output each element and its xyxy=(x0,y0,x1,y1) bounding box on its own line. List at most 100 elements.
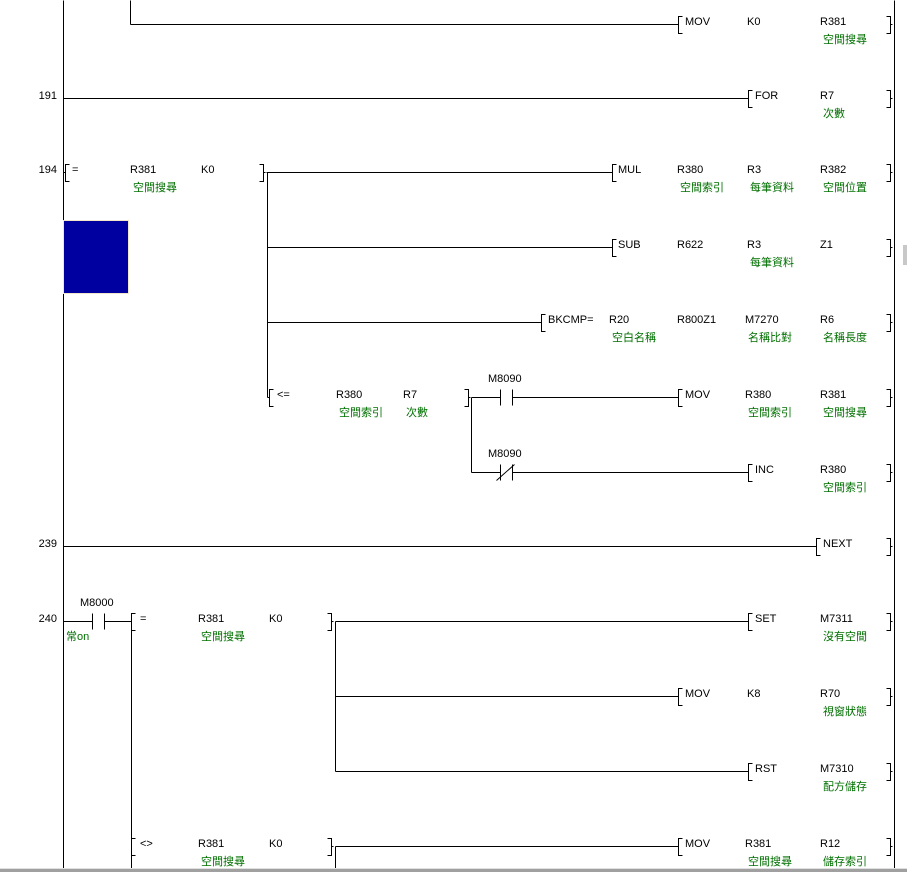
mov-instruction-right-bracket xyxy=(886,389,891,407)
compare-less-equal-operand: R380 xyxy=(336,389,363,401)
compare-less-equal-right-bracket xyxy=(464,389,469,407)
bkcmp-instruction-operand: R6 xyxy=(820,314,835,326)
mov-instruction-operand: R381 xyxy=(820,16,847,28)
sub-instruction-operand: Z1 xyxy=(820,239,833,251)
for-instruction-operand: R7 xyxy=(820,90,835,102)
inc-instruction-operand-comment: 空間索引 xyxy=(823,482,867,494)
mov-instruction-operand-comment: 視窗狀態 xyxy=(823,706,867,718)
compare-less-equal-left-bracket xyxy=(269,389,274,407)
mov-instruction-operand-comment: 空間索引 xyxy=(748,407,792,419)
rst-instruction-opcode: RST xyxy=(755,763,777,775)
compare-not-equal-operand-comment: 空間搜尋 xyxy=(201,856,245,868)
set-instruction-opcode: SET xyxy=(755,613,777,625)
mov-instruction-opcode: MOV xyxy=(685,16,711,28)
rst-instruction-operand: M7310 xyxy=(820,763,854,775)
compare-not-equal-operand: K0 xyxy=(269,838,283,850)
compare-less-equal-operand: R7 xyxy=(403,389,418,401)
rst-instruction-left-bracket xyxy=(748,763,753,781)
contact-slash xyxy=(496,464,515,481)
bkcmp-instruction-operand: M7270 xyxy=(745,314,779,326)
for-instruction-opcode: FOR xyxy=(755,90,779,102)
compare-less-equal-operand-comment: 次數 xyxy=(406,407,428,419)
mul-instruction-operand: R382 xyxy=(820,164,847,176)
bkcmp-instruction-left-bracket xyxy=(541,314,546,332)
mov-instruction-operand-comment: 空間搜尋 xyxy=(823,34,867,46)
for-instruction-right-bracket xyxy=(886,90,891,108)
vertical-scrollbar-thumb[interactable] xyxy=(903,245,907,265)
mov-instruction-opcode: MOV xyxy=(685,389,711,401)
next-instruction-opcode: NEXT xyxy=(823,538,853,550)
mov-instruction-left-bracket xyxy=(678,838,683,856)
next-instruction-left-bracket xyxy=(816,538,821,556)
mov-instruction-operand: K8 xyxy=(747,688,761,700)
mov-instruction-right-bracket xyxy=(886,16,891,34)
mov-instruction-operand: R12 xyxy=(820,838,841,850)
inc-instruction-operand: R380 xyxy=(820,464,847,476)
compare-equal-operand: R381 xyxy=(198,613,225,625)
mov-instruction-operand: R70 xyxy=(820,688,841,700)
mov-instruction-left-bracket xyxy=(678,688,683,706)
compare-not-equal-opcode: <> xyxy=(140,838,153,850)
sub-instruction-operand-comment: 每筆資料 xyxy=(750,257,794,269)
mov-instruction-operand-comment: 空間搜尋 xyxy=(823,407,867,419)
mov-instruction-opcode: MOV xyxy=(685,688,711,700)
mov-instruction-operand: K0 xyxy=(747,16,761,28)
compare-equal-right-bracket xyxy=(259,164,264,182)
mov-instruction-operand: R381 xyxy=(745,838,772,850)
compare-less-equal-operand-comment: 空間索引 xyxy=(339,407,383,419)
set-instruction-left-bracket xyxy=(748,613,753,631)
bkcmp-instruction-operand: R800Z1 xyxy=(677,314,717,326)
mul-instruction-right-bracket xyxy=(886,164,891,182)
step-number: 240 xyxy=(38,613,57,625)
sub-instruction-right-bracket xyxy=(886,239,891,257)
bkcmp-instruction-operand-comment: 名稱長度 xyxy=(823,332,867,344)
no-contact-label: M8000 xyxy=(80,597,114,609)
nc-contact-label: M8090 xyxy=(488,448,522,460)
compare-less-equal-opcode: <= xyxy=(277,389,290,401)
horizontal-scrollbar[interactable] xyxy=(0,868,907,872)
sub-instruction-opcode: SUB xyxy=(618,239,641,251)
compare-equal-left-bracket xyxy=(65,164,70,182)
step-number: 191 xyxy=(38,90,57,102)
inc-instruction-right-bracket xyxy=(886,464,891,482)
mul-instruction-operand-comment: 每筆資料 xyxy=(750,182,794,194)
compare-equal-left-bracket xyxy=(131,613,136,631)
rst-instruction-right-bracket xyxy=(886,763,891,781)
bkcmp-instruction-operand: R20 xyxy=(609,314,630,326)
step-number: 194 xyxy=(38,164,57,176)
for-instruction-operand-comment: 次數 xyxy=(823,108,845,120)
mul-instruction-operand-comment: 空間位置 xyxy=(823,182,867,194)
selection-cursor[interactable] xyxy=(63,220,129,294)
compare-equal-operand: K0 xyxy=(201,164,215,176)
bkcmp-instruction-operand-comment: 名稱比對 xyxy=(748,332,792,344)
no-contact-label: M8090 xyxy=(488,373,522,385)
mov-instruction-left-bracket xyxy=(678,16,683,34)
set-instruction-operand-comment: 沒有空間 xyxy=(823,631,867,643)
compare-equal-opcode: = xyxy=(140,613,147,625)
mov-instruction-operand: R381 xyxy=(820,389,847,401)
mul-instruction-operand-comment: 空間索引 xyxy=(680,182,724,194)
mov-instruction-operand-comment: 儲存索引 xyxy=(823,856,867,868)
mul-instruction-opcode: MUL xyxy=(618,164,642,176)
sub-instruction-left-bracket xyxy=(612,239,617,257)
mul-instruction-operand: R380 xyxy=(677,164,704,176)
mov-instruction-operand-comment: 空間搜尋 xyxy=(748,856,792,868)
compare-equal-operand: R381 xyxy=(130,164,157,176)
compare-equal-operand-comment: 空間搜尋 xyxy=(201,631,245,643)
mov-instruction-right-bracket xyxy=(886,688,891,706)
compare-not-equal-left-bracket xyxy=(131,838,136,856)
set-instruction-operand: M7311 xyxy=(820,613,853,625)
mov-instruction-opcode: MOV xyxy=(685,838,711,850)
next-instruction-right-bracket xyxy=(886,538,891,556)
mov-instruction-right-bracket xyxy=(886,838,891,856)
mul-instruction-left-bracket xyxy=(612,164,617,182)
mov-instruction-left-bracket xyxy=(678,389,683,407)
inc-instruction-opcode: INC xyxy=(755,464,774,476)
inc-instruction-left-bracket xyxy=(748,464,753,482)
sub-instruction-operand: R3 xyxy=(747,239,762,251)
bkcmp-instruction-operand-comment: 空白名稱 xyxy=(612,332,656,344)
bkcmp-instruction-opcode: BKCMP= xyxy=(548,314,594,326)
bkcmp-instruction-right-bracket xyxy=(886,314,891,332)
